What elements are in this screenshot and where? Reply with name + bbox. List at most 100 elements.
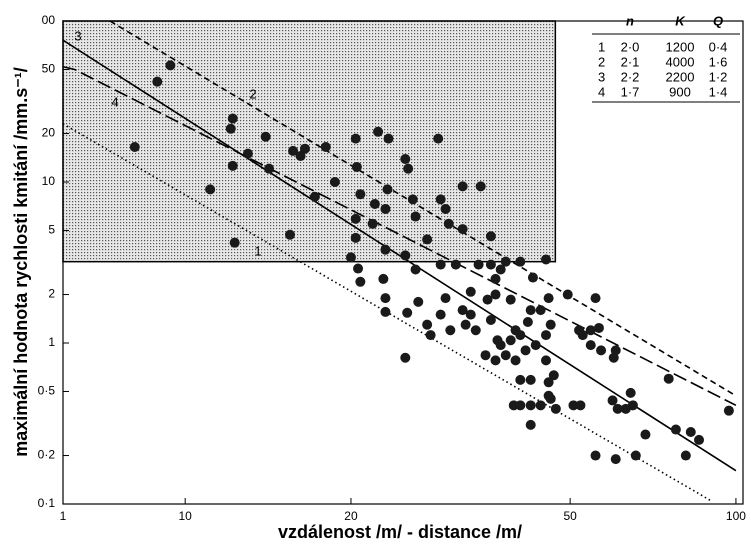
table-cell: 4 bbox=[598, 84, 605, 99]
table-cell: 1·7 bbox=[621, 84, 640, 99]
data-point bbox=[490, 273, 501, 284]
data-point bbox=[400, 352, 411, 363]
data-point bbox=[460, 319, 471, 330]
x-tick-label: 50 bbox=[563, 509, 577, 523]
data-point bbox=[515, 330, 526, 341]
data-point bbox=[425, 330, 436, 341]
line-label: 2 bbox=[249, 86, 256, 101]
data-point bbox=[227, 113, 238, 124]
data-point bbox=[264, 163, 275, 174]
data-point bbox=[585, 340, 596, 351]
data-point bbox=[522, 317, 533, 328]
table-cell: 0·4 bbox=[709, 39, 728, 54]
data-point bbox=[351, 161, 362, 172]
data-point bbox=[590, 293, 601, 304]
data-point bbox=[470, 325, 481, 336]
table-cell: 1200 bbox=[666, 39, 695, 54]
y-tick-label: 1 bbox=[48, 335, 55, 349]
y-tick-label: 5 bbox=[48, 223, 55, 237]
data-point bbox=[457, 224, 468, 235]
table-cell: 4000 bbox=[666, 54, 695, 69]
data-point bbox=[422, 319, 433, 330]
table-cell: 1·6 bbox=[709, 54, 728, 69]
y-tick-label: 10 bbox=[42, 174, 56, 188]
data-point bbox=[225, 123, 236, 134]
data-point bbox=[373, 126, 384, 137]
data-point bbox=[525, 400, 536, 411]
data-point bbox=[288, 145, 299, 156]
data-point bbox=[260, 131, 271, 142]
data-point bbox=[525, 419, 536, 430]
data-point bbox=[485, 259, 496, 270]
data-point bbox=[575, 400, 586, 411]
data-point bbox=[627, 400, 638, 411]
x-tick-label: 100 bbox=[726, 509, 746, 523]
table-cell: 1·4 bbox=[709, 84, 728, 99]
y-tick-label: 50 bbox=[42, 62, 56, 76]
y-tick-label: 20 bbox=[42, 126, 56, 140]
data-point bbox=[680, 450, 691, 461]
data-point bbox=[402, 307, 413, 318]
data-point bbox=[320, 141, 331, 152]
data-point bbox=[535, 305, 546, 316]
data-point bbox=[520, 345, 531, 356]
data-point bbox=[495, 264, 506, 275]
data-point bbox=[413, 296, 424, 307]
data-point bbox=[440, 203, 451, 214]
data-point bbox=[445, 325, 456, 336]
data-point bbox=[422, 234, 433, 245]
data-point bbox=[515, 374, 526, 385]
data-point bbox=[435, 309, 446, 320]
x-tick-label: 10 bbox=[179, 509, 193, 523]
data-point bbox=[490, 355, 501, 366]
data-point bbox=[369, 199, 380, 210]
data-point bbox=[508, 400, 519, 411]
data-point bbox=[492, 335, 503, 346]
data-point bbox=[610, 454, 621, 465]
y-tick-label: 0·2 bbox=[38, 448, 56, 462]
plot-frame bbox=[62, 20, 744, 505]
data-point bbox=[525, 374, 536, 385]
data-point bbox=[550, 403, 561, 414]
data-point bbox=[515, 256, 526, 267]
table-cell: 1 bbox=[598, 39, 605, 54]
table-cell: 2·1 bbox=[621, 54, 640, 69]
data-point bbox=[227, 160, 238, 171]
data-point bbox=[607, 395, 618, 406]
data-point bbox=[329, 177, 340, 187]
table-cell: 2 bbox=[598, 54, 605, 69]
data-point bbox=[410, 211, 421, 222]
data-point bbox=[663, 373, 674, 384]
data-point bbox=[640, 429, 651, 440]
data-point bbox=[400, 250, 411, 261]
data-point bbox=[473, 259, 484, 270]
data-point bbox=[590, 450, 601, 461]
table-header: Q bbox=[713, 13, 723, 28]
data-point bbox=[630, 450, 641, 461]
data-point bbox=[723, 405, 734, 416]
table-header: K bbox=[675, 13, 686, 28]
data-point bbox=[152, 76, 163, 87]
data-point bbox=[596, 345, 607, 356]
data-point bbox=[165, 60, 176, 71]
y-tick-label: 2 bbox=[48, 287, 55, 301]
x-tick-label: 20 bbox=[344, 509, 358, 523]
data-point bbox=[480, 350, 491, 361]
table-header: n bbox=[626, 13, 634, 28]
table-cell: 3 bbox=[598, 69, 605, 84]
data-point bbox=[568, 400, 579, 411]
data-point bbox=[355, 276, 366, 287]
x-axis-label: vzdálenost /m/ - distance /m/ bbox=[278, 522, 522, 542]
data-point bbox=[505, 335, 516, 346]
data-point bbox=[205, 184, 216, 195]
data-point bbox=[527, 272, 538, 283]
data-point bbox=[505, 294, 516, 305]
data-point bbox=[612, 403, 623, 414]
line-label: 1 bbox=[254, 243, 261, 258]
data-point bbox=[485, 314, 496, 325]
data-point bbox=[490, 289, 501, 300]
data-point bbox=[353, 263, 364, 274]
data-point bbox=[299, 143, 310, 154]
data-point bbox=[400, 153, 411, 164]
data-point bbox=[285, 229, 296, 240]
